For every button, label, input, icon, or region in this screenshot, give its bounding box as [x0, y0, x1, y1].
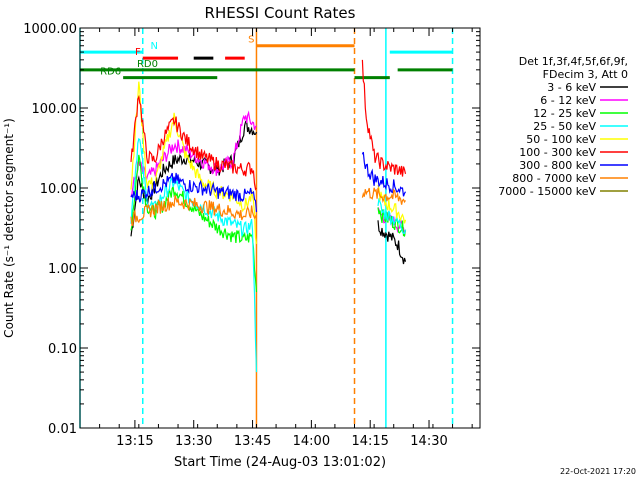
chart-title: RHESSI Count Rates	[205, 4, 356, 22]
state-bar-label-1: F	[135, 47, 141, 58]
legend-label-7: 800 - 7000 keV	[512, 172, 596, 185]
axis-ticks: 13:15 13:30 13:45 14:00 14:15 14:30 0.01 0.10 1.…	[23, 22, 480, 449]
legend-label-8: 7000 - 15000 keV	[498, 185, 596, 198]
x-axis-label: Start Time (24-Aug-03 13:01:02)	[174, 455, 386, 470]
plot-frame	[79, 27, 481, 429]
state-bar-label-5: RD6	[100, 67, 121, 78]
legend-label-1: 6 - 12 keV	[540, 94, 596, 107]
series-line-6-0	[130, 172, 258, 213]
legend-label-4: 50 - 100 keV	[526, 133, 596, 146]
legend: Det 1f,3f,4f,5f,6f,9f,FDecim 3, Att 03 -…	[498, 55, 628, 198]
x-tick-label-2: 13:45	[234, 434, 271, 449]
series-line-5-1	[361, 59, 407, 177]
legend-label-2: 12 - 25 keV	[533, 107, 596, 120]
x-tick-label-4: 14:15	[351, 434, 388, 449]
legend-label-5: 100 - 300 keV	[519, 146, 596, 159]
x-tick-label-0: 13:15	[116, 434, 153, 449]
x-tick-label-3: 14:00	[293, 434, 330, 449]
series-line-7-1	[361, 187, 406, 205]
legend-title-line-0: Det 1f,3f,4f,5f,6f,9f,	[519, 55, 628, 68]
series-line-3-1	[377, 198, 407, 235]
series-line-0-0	[130, 120, 258, 237]
state-bar-label-4: RD0	[137, 59, 158, 70]
footer-date: 22-Oct-2021 17:20	[560, 467, 636, 476]
x-tick-label-5: 14:30	[410, 434, 447, 449]
y-tick-label-0: 0.01	[48, 422, 77, 437]
legend-title-line-1: FDecim 3, Att 0	[543, 68, 628, 81]
legend-label-3: 25 - 50 keV	[533, 120, 596, 133]
series-line-1-0	[130, 110, 257, 197]
y-tick-label-1: 0.10	[48, 342, 77, 357]
state-bars: NF S RD0 RD6	[80, 35, 453, 80]
state-bar-label-0: N	[151, 41, 158, 52]
y-tick-label-4: 100.00	[32, 102, 78, 117]
legend-label-6: 300 - 800 keV	[519, 159, 596, 172]
legend-label-0: 3 - 6 keV	[547, 81, 596, 94]
y-tick-label-3: 10.00	[40, 182, 77, 197]
series-line-0-1	[377, 220, 407, 265]
state-bar-label-3: S	[248, 35, 254, 46]
series-line-7-0	[130, 195, 258, 226]
y-axis-label: Count Rate (s⁻¹ detector segment⁻¹)	[2, 118, 16, 338]
y-tick-label-5: 1000.00	[23, 22, 77, 37]
series-line-5-0	[130, 94, 257, 191]
series-line-2-1	[377, 207, 407, 237]
x-tick-label-1: 13:30	[175, 434, 212, 449]
y-tick-label-2: 1.00	[48, 262, 77, 277]
data-series	[130, 59, 407, 373]
series-line-6-1	[361, 151, 407, 197]
